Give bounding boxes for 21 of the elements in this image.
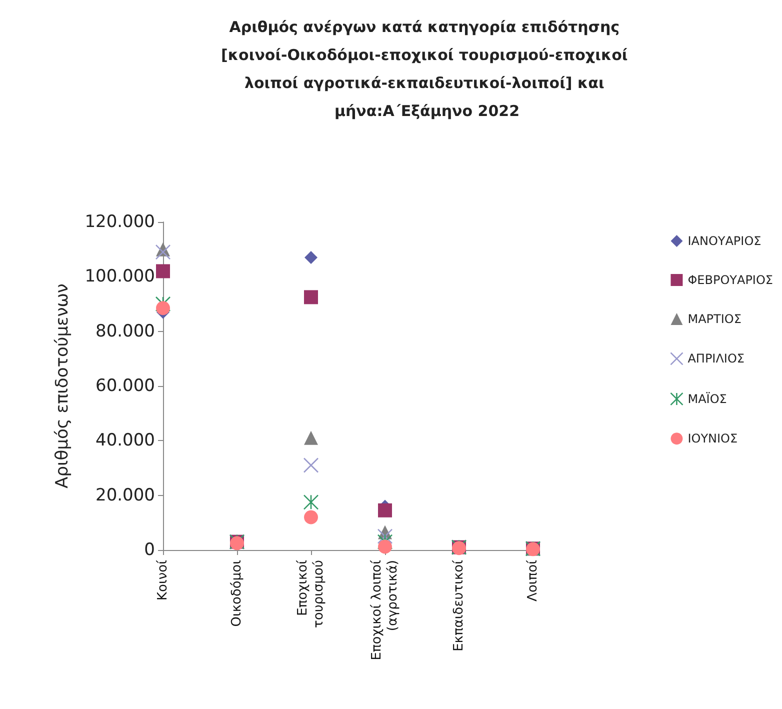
- y-tick-label: 0: [144, 540, 155, 560]
- y-tick-label: 40.000: [96, 430, 155, 451]
- y-tick-label: 20.000: [96, 485, 155, 506]
- chart-title: Αριθμός ανέργων κατά κατηγορία επιδότησης [κοινοί-Οικοδόμοι-εποχικοί τουρισμού-εποχικοί λοιποί αγροτικά-εκπαιδευτικοί-λοιποί] και μήνα:Α΄Εξάμηνο 2022: [221, 18, 633, 120]
- y-tick-label: 60.000: [96, 376, 155, 396]
- x-tick-label: Κοινοί: [156, 559, 170, 600]
- x-tick-label: Εποχικοί τουρισμού: [296, 559, 326, 628]
- y-tick-label: 120.000: [84, 212, 155, 232]
- x-tick-label: Εποχικοί λοιποί (αγροτικά): [370, 559, 400, 660]
- x-tick-label: Εκπαιδευτικοί: [452, 559, 466, 652]
- x-tick-label: Λοιποί: [526, 559, 540, 602]
- legend-label: ΜΑΡΤΙΟΣ: [688, 312, 742, 326]
- y-axis-title: Αριθμός επιδοτούμενων: [52, 284, 72, 488]
- legend-label: ΦΕΒΡΟΥΑΡΙΟΣ: [688, 273, 774, 287]
- y-tick-label: 100.000: [84, 266, 155, 287]
- legend-label: ΙΑΝΟΥΑΡΙΟΣ: [688, 234, 762, 248]
- legend-label: ΑΠΡΙΛΙΟΣ: [688, 352, 745, 366]
- y-tick-label: 80.000: [96, 321, 155, 342]
- x-tick-label: Οικοδόμοι: [230, 560, 244, 627]
- legend-label: ΙΟΥΝΙΟΣ: [688, 432, 738, 446]
- legend-label: ΜΑΪΟΣ: [688, 392, 727, 406]
